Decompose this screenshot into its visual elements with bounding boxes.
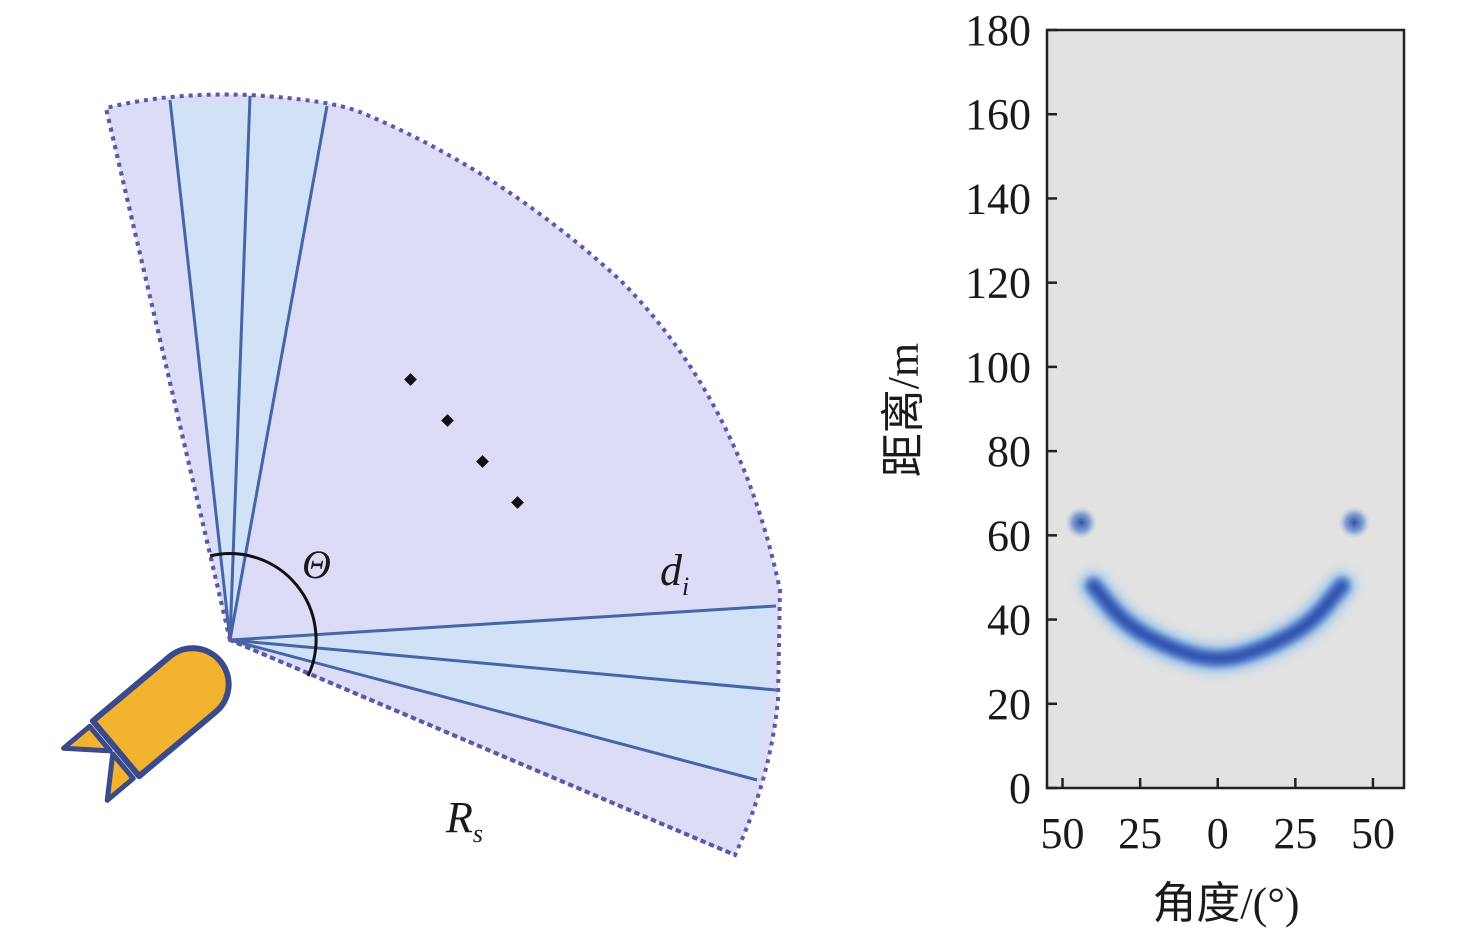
beam-fan-upper <box>170 100 327 640</box>
y-tick-label: 160 <box>965 90 1031 139</box>
y-axis-label: 距离/m <box>879 343 928 477</box>
beam-line <box>228 105 329 641</box>
angle-arc <box>209 552 318 677</box>
y-tick-label: 40 <box>987 596 1031 645</box>
sector-edge-left <box>104 107 232 641</box>
y-tick-label: 20 <box>987 680 1031 729</box>
beam-line <box>229 604 777 642</box>
y-tick-label: 180 <box>965 6 1031 55</box>
angle-label: Θ <box>302 542 331 587</box>
vehicle-icon <box>61 645 232 803</box>
y-tick-label: 120 <box>965 259 1031 308</box>
x-tick-label: 25 <box>1118 809 1162 858</box>
sonar-diagram: Θ di Rs <box>61 92 783 858</box>
x-tick-label: 50 <box>1351 809 1395 858</box>
x-tick-label: 0 <box>1207 809 1229 858</box>
x-axis-label: 角度/(°) <box>1152 879 1299 928</box>
plot-marks <box>1065 506 1371 674</box>
y-ticks: 0 20 40 60 80 100 120 140 160 180 <box>965 6 1057 813</box>
y-tick-label: 100 <box>965 343 1031 392</box>
target-dot <box>404 373 417 386</box>
beam-line <box>229 638 777 692</box>
beam-label: di <box>660 546 689 601</box>
y-tick-label: 80 <box>987 427 1031 476</box>
y-tick-label: 60 <box>987 511 1031 560</box>
x-ticks: 50 25 0 25 50 <box>1041 778 1395 858</box>
beam-lines <box>168 95 777 782</box>
y-tick-label: 0 <box>1009 764 1031 813</box>
x-tick-label: 25 <box>1273 809 1317 858</box>
vehicle-body <box>89 645 232 780</box>
plot-area <box>1045 28 1406 790</box>
y-tick-label: 140 <box>965 174 1031 223</box>
spot <box>1338 506 1371 539</box>
target-dot <box>476 455 489 468</box>
arc-core <box>1089 581 1346 663</box>
beam-line <box>168 99 232 641</box>
vehicle-fin <box>104 751 136 803</box>
target-dot <box>441 414 454 427</box>
x-tick-label: 50 <box>1041 809 1085 858</box>
vehicle-fin <box>61 723 113 754</box>
range-label: Rs <box>445 793 483 848</box>
beam-line <box>228 95 252 641</box>
beam-fan-lower <box>230 606 776 780</box>
beam-line <box>229 638 758 782</box>
spot <box>1065 506 1098 539</box>
sector-edge-right <box>229 638 736 857</box>
